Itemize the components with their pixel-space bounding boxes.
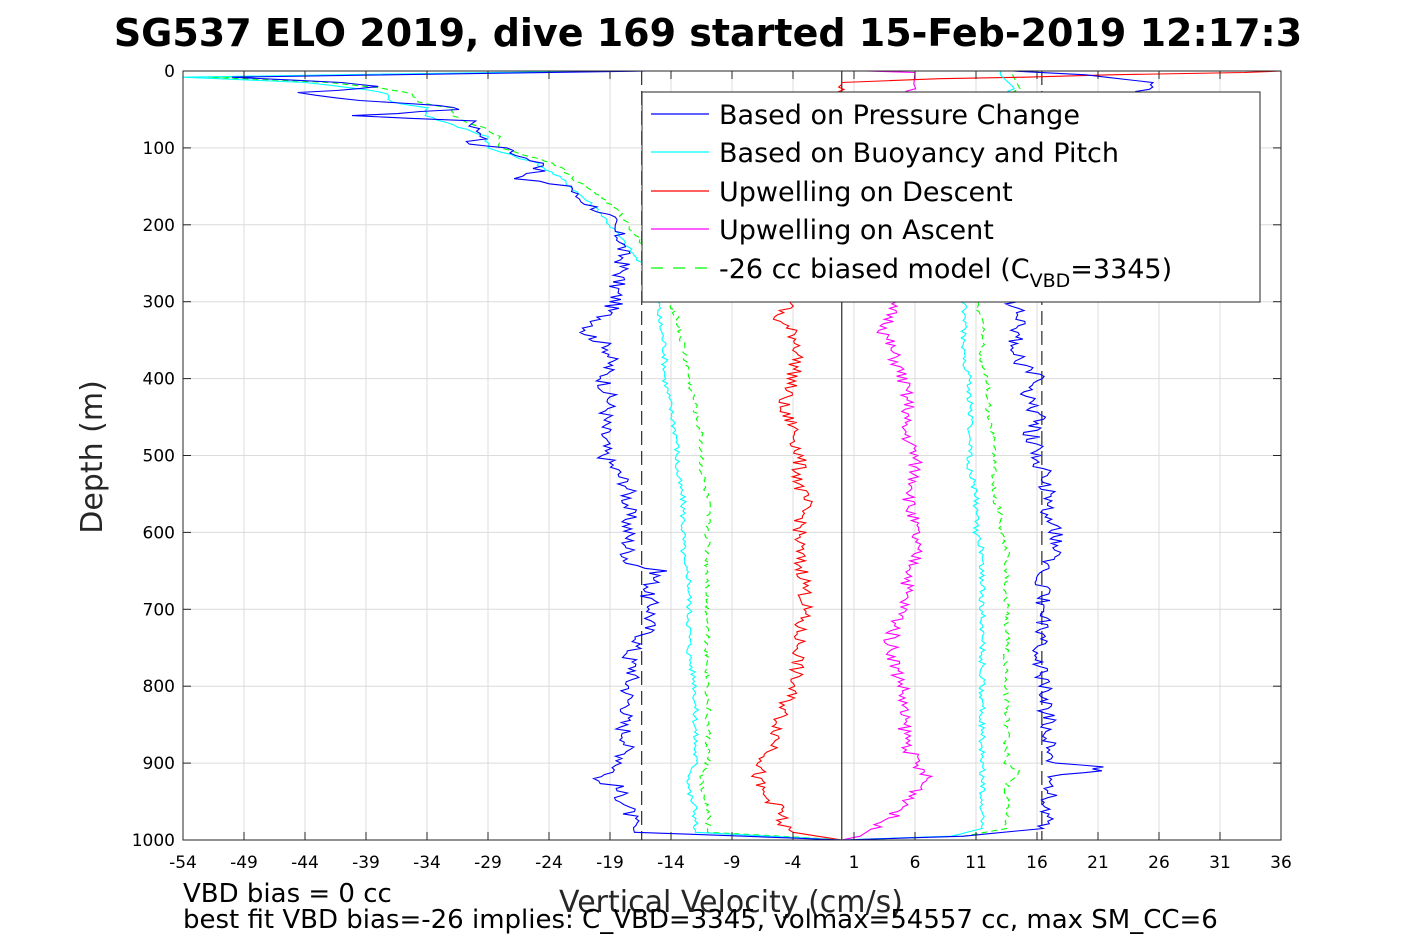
x-axis-ticks: -54 -49 -44 -39 -34 -29 -24 -19 -14 -9 -4 1 6 11 16 21 2… — [169, 71, 1292, 873]
x-tick-label: -54 — [169, 853, 197, 873]
y-tick-label: 0 — [164, 62, 175, 82]
x-tick-label: -19 — [596, 853, 624, 873]
legend-label: Upwelling on Ascent — [719, 215, 994, 246]
x-tick-label: -44 — [291, 853, 319, 873]
x-tick-label: -29 — [474, 853, 502, 873]
x-tick-label: 16 — [1026, 853, 1048, 873]
vbd-bias-note: VBD bias = 0 cc — [183, 879, 392, 909]
legend-label: Based on Pressure Change — [719, 100, 1080, 131]
y-tick-label: 600 — [143, 523, 175, 543]
y-axis-ticks: 0 100 200 300 400 500 600 700 800 900 1000 — [132, 62, 1281, 851]
x-tick-label: -9 — [724, 853, 741, 873]
x-tick-label: -4 — [785, 853, 802, 873]
x-tick-label: 1 — [849, 853, 860, 873]
x-tick-label: -39 — [352, 853, 380, 873]
legend-box — [641, 91, 1261, 303]
y-tick-label: 500 — [143, 447, 175, 467]
series-line-1-descent — [182, 70, 842, 841]
y-tick-label: 200 — [143, 216, 175, 236]
legend: Based on Pressure Change Based on Buoyanc… — [641, 91, 1261, 303]
series-line-4-descent — [207, 70, 842, 841]
y-axis-label: Depth (m) — [75, 380, 110, 534]
y-tick-label: 100 — [143, 139, 175, 159]
series-line-4-ascent — [841, 71, 1021, 841]
chart-title: SG537 ELO 2019, dive 169 started 15-Feb-… — [114, 11, 1302, 55]
x-tick-label: 36 — [1270, 853, 1292, 873]
x-tick-label: 26 — [1148, 853, 1170, 873]
x-tick-label: 21 — [1087, 853, 1109, 873]
y-tick-label: 900 — [143, 754, 175, 774]
series-line-0-descent — [231, 70, 842, 841]
x-tick-label: 6 — [910, 853, 921, 873]
y-tick-label: 700 — [143, 600, 175, 620]
y-tick-label: 300 — [143, 293, 175, 313]
legend-label: Upwelling on Descent — [719, 177, 1013, 208]
x-tick-label: -49 — [230, 853, 258, 873]
x-tick-label: 31 — [1209, 853, 1231, 873]
y-tick-label: 400 — [143, 370, 175, 390]
legend-label: Based on Buoyancy and Pitch — [719, 138, 1119, 169]
x-tick-label: 11 — [965, 853, 987, 873]
x-tick-label: -24 — [535, 853, 563, 873]
x-axis-label: Vertical Velocity (cm/s) — [559, 885, 903, 920]
x-tick-label: -34 — [413, 853, 441, 873]
y-tick-label: 800 — [143, 677, 175, 697]
x-tick-label: -14 — [657, 853, 685, 873]
best-fit-note: best fit VBD bias=-26 implies: C_VBD=334… — [183, 905, 1218, 935]
y-tick-label: 1000 — [132, 831, 175, 851]
